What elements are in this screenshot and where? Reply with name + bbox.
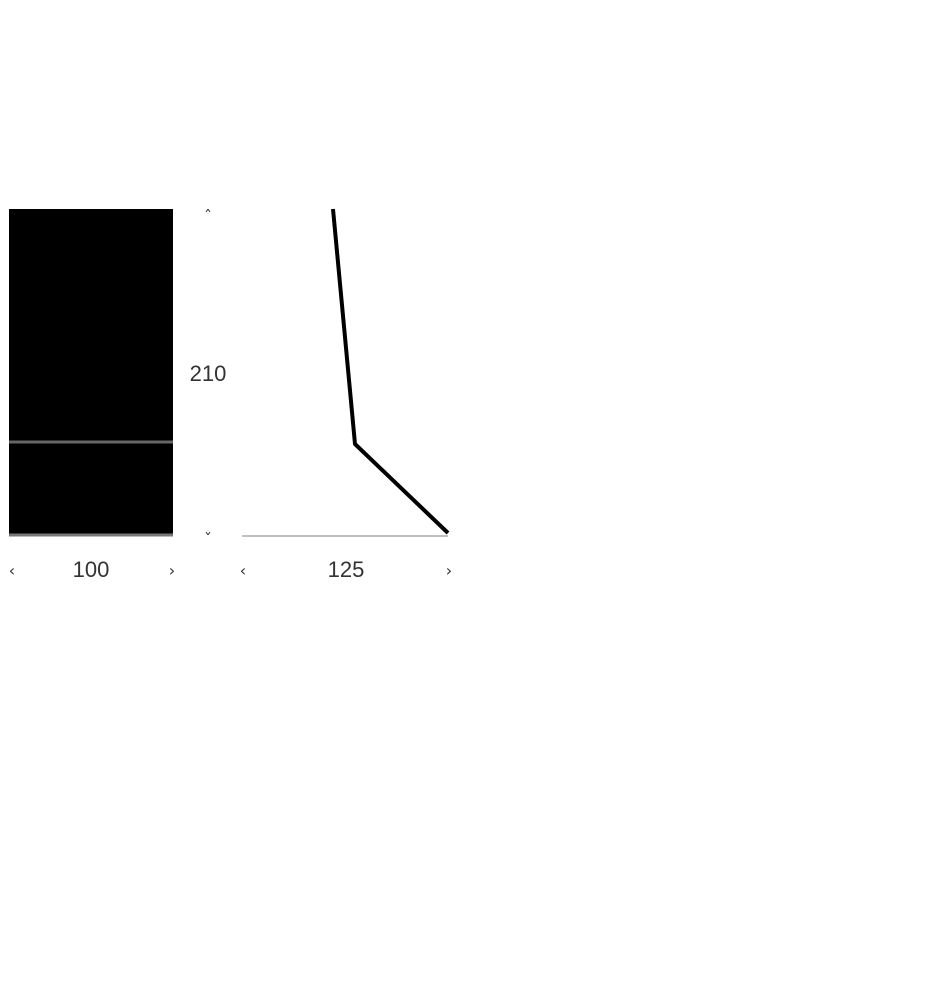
depth-label: 125 <box>328 557 365 582</box>
arrow-left-icon: ‹ <box>9 561 15 580</box>
arrow-right-icon: › <box>446 561 452 580</box>
front-view <box>9 209 173 537</box>
height-dimension: ˆ 210 ˇ <box>190 207 227 549</box>
width-label: 100 <box>73 557 110 582</box>
depth-dimension: ‹ 125 › <box>240 557 452 582</box>
side-view <box>242 208 450 537</box>
side-profile <box>331 208 450 535</box>
arrow-up-icon: ˆ <box>204 207 212 226</box>
height-label: 210 <box>190 361 227 386</box>
arrow-left-icon: ‹ <box>240 561 246 580</box>
arrow-right-icon: › <box>169 561 175 580</box>
front-panel <box>9 209 173 536</box>
width-dimension: ‹ 100 › <box>9 557 175 582</box>
arrow-down-icon: ˇ <box>204 530 212 549</box>
